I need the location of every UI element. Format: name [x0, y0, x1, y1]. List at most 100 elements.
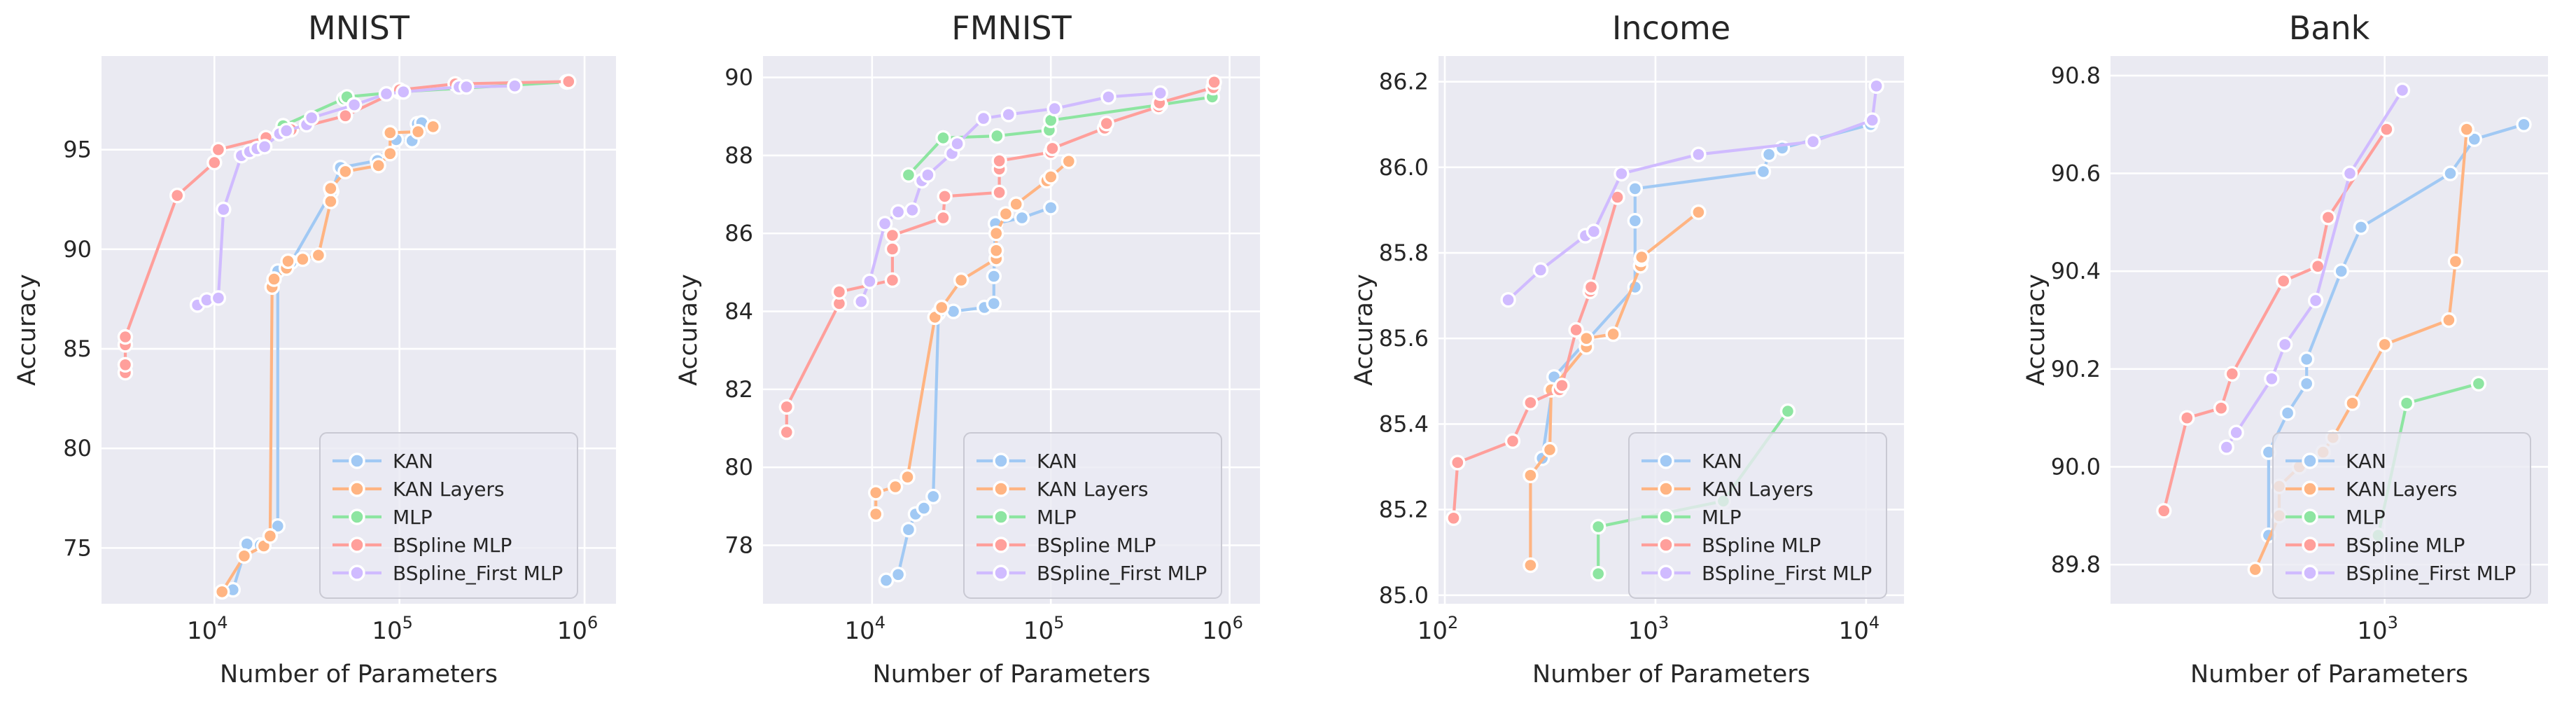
- data-point-kan-layers: [1634, 249, 1650, 265]
- series-kan-layers: [868, 153, 1077, 522]
- y-tick-label: 90.0: [2051, 454, 2101, 480]
- data-point-kan-layers: [2458, 121, 2474, 137]
- legend: KAN KAN Layers MLP BSpline MLP BSpline_First…: [319, 432, 578, 599]
- data-point-kan: [2299, 351, 2315, 368]
- data-point-kan-layers: [1605, 326, 1621, 342]
- data-point-bspline-first-mlp: [975, 110, 992, 127]
- legend-label: MLP: [1702, 506, 1742, 529]
- legend-box: [319, 432, 578, 599]
- data-point-kan-layers: [2441, 312, 2457, 328]
- data-point-bspline-mlp: [169, 187, 186, 204]
- data-point-bspline-mlp: [206, 154, 223, 171]
- chart-panel-income: 85.0 85.2 85.4 85.6 85.8 86.0 86.2 102 103 104 Inc…: [1288, 0, 1932, 706]
- data-point-bspline-first-mlp: [1864, 112, 1880, 128]
- x-tick-label: 104: [187, 613, 228, 645]
- data-point-kan-layers: [214, 583, 230, 600]
- data-point-bspline-first-mlp: [1586, 223, 1602, 240]
- y-axis-label: Accuracy: [2022, 274, 2050, 386]
- data-point-kan-layers: [236, 548, 253, 564]
- y-tick-label: 80: [63, 435, 92, 462]
- series-group: [1446, 78, 1884, 582]
- series-bspline-first-mlp: [1500, 78, 1884, 308]
- legend-label: KAN: [2346, 450, 2386, 473]
- data-point-bspline-first-mlp: [1805, 133, 1821, 150]
- data-point-kan-layers: [295, 251, 311, 268]
- legend-marker-icon: [349, 537, 365, 553]
- y-tick-label: 90.8: [2051, 62, 2101, 89]
- legend-marker-icon: [993, 452, 1009, 469]
- chart-panel-mnist: 75 80 85 90 95 104 105 106 MNIST Number of Parame…: [0, 0, 644, 706]
- data-point-bspline-first-mlp: [2342, 165, 2358, 181]
- data-point-bspline-first-mlp: [862, 273, 878, 289]
- data-point-bspline-first-mlp: [396, 83, 412, 100]
- data-point-kan: [2353, 219, 2370, 235]
- chart-panel-fmnist: 78 80 82 84 86 88 90 104 105 106 FMNIST Number of P…: [644, 0, 1288, 706]
- legend-entry-kan: KAN: [1642, 450, 1742, 473]
- legend-label: KAN: [1037, 450, 1077, 473]
- legend-marker-icon: [993, 565, 1009, 581]
- data-point-kan-layers: [887, 478, 904, 495]
- legend-label: BSpline_First MLP: [1037, 562, 1207, 585]
- legend: KAN KAN Layers MLP BSpline MLP BSpline_First…: [963, 432, 1222, 599]
- data-point-mlp: [2398, 395, 2415, 411]
- y-tick-label: 86.2: [1379, 69, 1429, 95]
- legend-label: MLP: [393, 506, 433, 529]
- data-point-bspline-mlp: [1554, 378, 1570, 394]
- data-point-kan-layers: [2247, 561, 2263, 578]
- legend-marker-icon: [993, 508, 1009, 525]
- data-point-kan-layers: [1060, 153, 1077, 169]
- data-point-bspline-first-mlp: [2307, 292, 2324, 309]
- y-tick-label: 85.4: [1379, 410, 1429, 437]
- data-point-bspline-first-mlp: [1046, 100, 1063, 117]
- series-group: [778, 74, 1222, 588]
- data-point-kan-layers: [2376, 336, 2393, 353]
- legend-entry-bspline-first-mlp: BSpline_First MLP: [1642, 562, 1872, 585]
- legend-entry-kan: KAN: [2286, 450, 2386, 473]
- data-point-bspline-first-mlp: [876, 216, 893, 232]
- x-axis-label: Number of Parameters: [220, 660, 498, 688]
- data-point-kan-layers: [323, 180, 339, 197]
- data-point-bspline-mlp: [1446, 510, 1462, 526]
- data-point-bspline-mlp: [337, 108, 354, 124]
- data-point-kan-layers: [868, 485, 884, 501]
- data-point-kan: [2299, 375, 2315, 392]
- legend-entry-kan-layers: KAN Layers: [1642, 478, 1814, 501]
- data-point-kan-layers: [370, 158, 386, 174]
- legend-label: BSpline_First MLP: [1702, 562, 1872, 585]
- chart-title: MNIST: [308, 9, 410, 47]
- data-point-bspline-first-mlp: [1614, 165, 1630, 182]
- legend-label: MLP: [2346, 506, 2386, 529]
- data-point-mlp: [1590, 566, 1606, 582]
- y-tick-label: 85.2: [1379, 497, 1429, 523]
- data-point-bspline-mlp: [935, 209, 951, 226]
- data-point-bspline-mlp: [884, 272, 901, 289]
- legend-label: BSpline MLP: [2346, 534, 2465, 557]
- y-tick-label: 80: [724, 454, 753, 480]
- legend-entry-mlp: MLP: [332, 506, 433, 529]
- x-tick-label: 105: [1023, 613, 1065, 645]
- data-point-bspline-mlp: [2179, 410, 2195, 426]
- data-point-bspline-mlp: [1568, 321, 1584, 338]
- data-point-bspline-first-mlp: [2228, 424, 2244, 441]
- legend-box: [1628, 432, 1887, 599]
- y-tick-label: 85: [63, 335, 92, 362]
- x-tick-label: 103: [1628, 613, 1670, 645]
- data-point-kan: [890, 567, 906, 583]
- legend-entry-bspline-mlp: BSpline MLP: [1642, 534, 1821, 557]
- data-point-bspline-first-mlp: [346, 97, 363, 113]
- data-point-bspline-mlp: [117, 328, 134, 345]
- x-tick-label: 106: [557, 613, 598, 645]
- x-tick-label: 104: [1839, 613, 1880, 645]
- legend-entry-mlp: MLP: [976, 506, 1077, 529]
- legend-entry-kan-layers: KAN Layers: [2286, 478, 2458, 501]
- legend-label: KAN: [1702, 450, 1742, 473]
- series-bspline-first-mlp: [853, 85, 1168, 310]
- series-line-bspline-mlp: [785, 81, 1216, 434]
- data-point-bspline-first-mlp: [1868, 78, 1884, 95]
- data-point-kan: [1014, 209, 1030, 226]
- data-point-bspline-mlp: [2224, 366, 2240, 382]
- data-point-bspline-mlp: [1206, 74, 1222, 90]
- data-point-kan-layers: [410, 123, 426, 140]
- series-bspline-first-mlp: [2218, 82, 2411, 455]
- data-point-kan-layers: [997, 206, 1014, 222]
